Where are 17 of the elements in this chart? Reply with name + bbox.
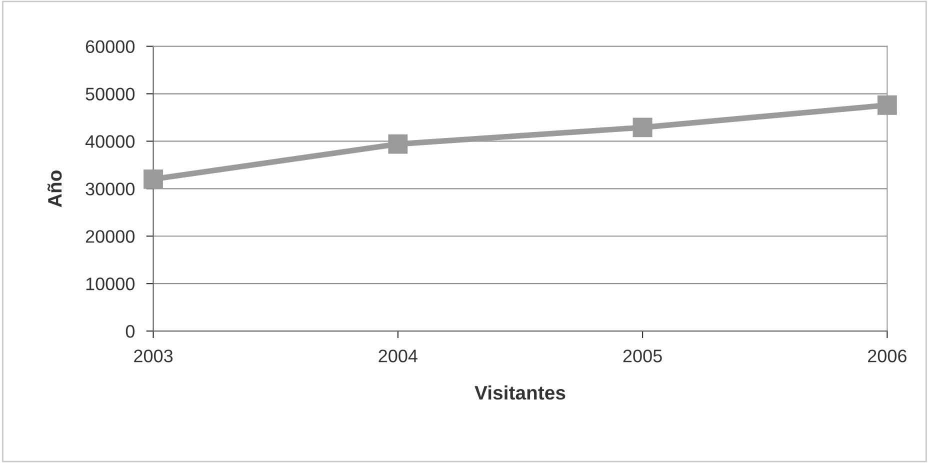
- x-tick-label: 2004: [378, 350, 418, 362]
- point: [144, 169, 164, 189]
- y-tick-label: 20000: [86, 230, 135, 243]
- point: [877, 95, 897, 115]
- x-axis-title: Visitantes: [474, 385, 566, 400]
- x-tick-label: 2005: [623, 350, 662, 362]
- y-tick-label: 30000: [86, 182, 135, 196]
- y-axis-title: Año: [48, 170, 62, 208]
- y-tick-label: 50000: [86, 88, 135, 100]
- y-tick-label: 60000: [86, 40, 135, 54]
- y-tick-label: 0: [126, 324, 135, 338]
- point: [388, 134, 408, 154]
- x-tick-label: 2003: [134, 350, 173, 362]
- y-tick-label: 10000: [86, 278, 135, 290]
- x-tick-label: 2006: [868, 350, 906, 362]
- y-tick-label: 40000: [85, 135, 135, 148]
- point: [632, 118, 652, 138]
